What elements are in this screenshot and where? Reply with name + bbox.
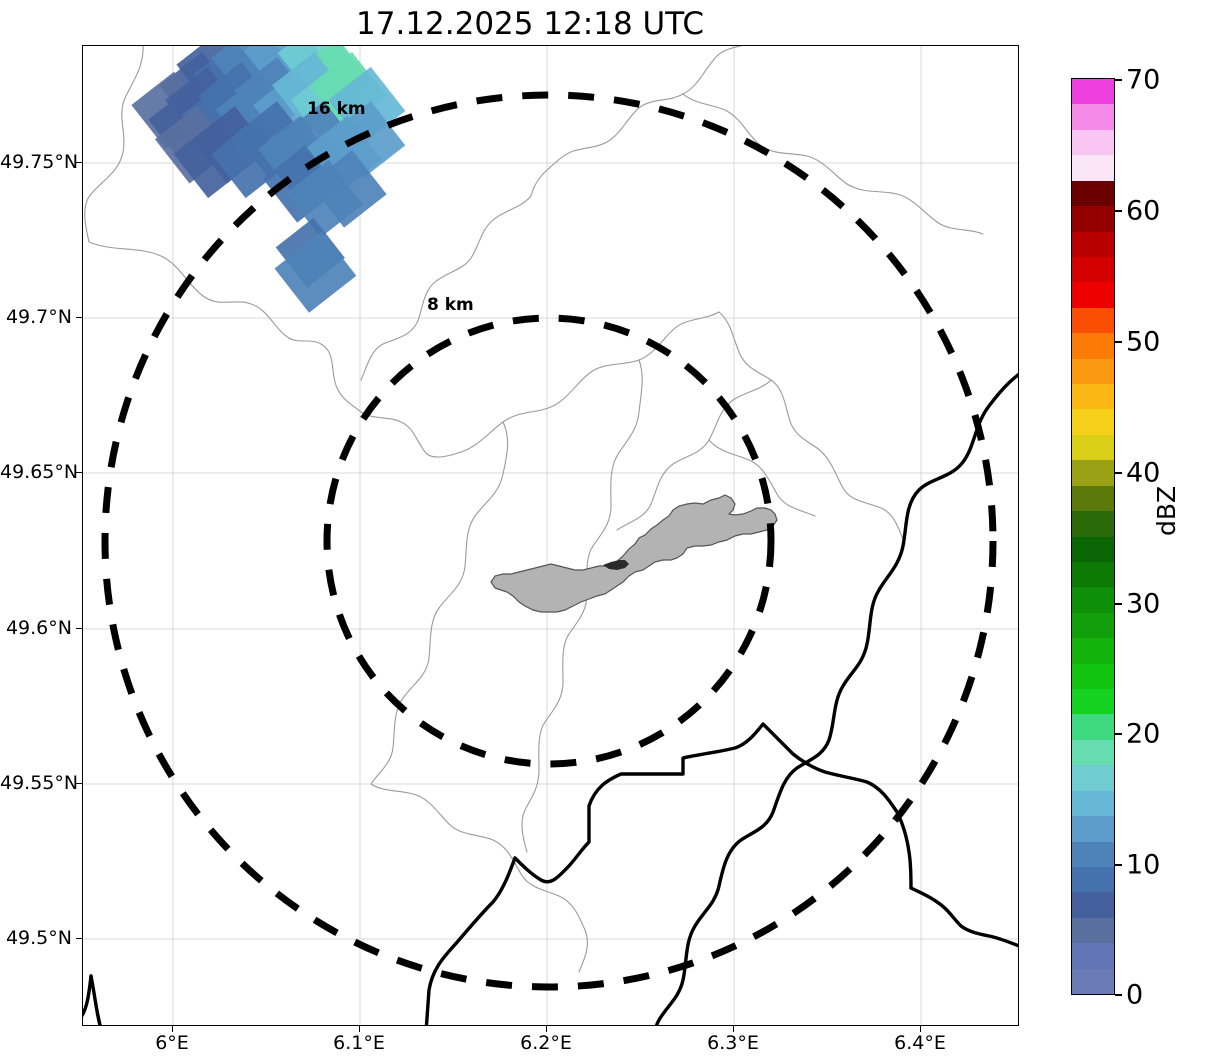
y-tickmark: [76, 783, 82, 785]
x-tick-label-6-4e: 6.4°E: [894, 1032, 946, 1054]
y-tick-label-49-55: 49.55°N: [0, 772, 79, 794]
colorbar-label-0: 0: [1126, 979, 1144, 1011]
x-tick-label-6-2e: 6.2°E: [520, 1032, 572, 1054]
range-rings: [101, 91, 997, 991]
range-ring-8km: [323, 314, 775, 768]
colorbar-label-60: 60: [1126, 195, 1161, 227]
colorbar-axis-label: dBZ: [1152, 485, 1181, 536]
colorbar-band: [1072, 917, 1114, 944]
colorbar-band: [1072, 408, 1114, 435]
x-tickmark: [546, 1026, 548, 1032]
colorbar-label-30: 30: [1126, 588, 1161, 620]
colorbar-label-70: 70: [1126, 64, 1161, 96]
colorbar-band: [1072, 485, 1114, 512]
colorbar-band: [1072, 154, 1114, 181]
colorbar-band: [1072, 129, 1114, 156]
colorbar-band: [1072, 535, 1114, 562]
colorbar-band: [1072, 586, 1114, 613]
colorbar-band: [1072, 230, 1114, 257]
y-tickmark: [76, 317, 82, 319]
y-tick-label-49-6: 49.6°N: [5, 617, 72, 639]
colorbar-band: [1072, 764, 1114, 791]
colorbar-band: [1072, 561, 1114, 588]
page-title: 17.12.2025 12:18 UTC: [356, 6, 704, 42]
map-plot-area[interactable]: [82, 45, 1019, 1026]
radar-echo-layer: [131, 46, 406, 313]
range-ring-16km: [101, 91, 997, 991]
colorbar-band: [1072, 307, 1114, 334]
colorbar-band: [1072, 891, 1114, 918]
colorbar-tickmark: [1115, 994, 1122, 996]
colorbar-band: [1072, 205, 1114, 232]
colorbar-band: [1072, 713, 1114, 740]
y-tick-label-49-7: 49.7°N: [5, 306, 72, 328]
colorbar-band: [1072, 967, 1114, 994]
colorbar[interactable]: [1071, 78, 1115, 995]
range-ring-label-16km: 16 km: [307, 99, 366, 119]
colorbar-band: [1072, 79, 1114, 105]
colorbar-band: [1072, 459, 1114, 486]
colorbar-label-40: 40: [1126, 457, 1161, 489]
colorbar-tickmark: [1115, 733, 1122, 735]
colorbar-tickmark: [1115, 79, 1122, 81]
colorbar-band: [1072, 942, 1114, 969]
colorbar-tickmark: [1115, 341, 1122, 343]
colorbar-band: [1072, 662, 1114, 689]
x-tickmark: [920, 1026, 922, 1032]
x-tickmark: [733, 1026, 735, 1032]
colorbar-band: [1072, 739, 1114, 766]
colorbar-tickmark: [1115, 210, 1122, 212]
y-tick-label-49-65: 49.65°N: [0, 461, 79, 483]
colorbar-band: [1072, 357, 1114, 384]
colorbar-band: [1072, 637, 1114, 664]
range-ring-label-8km: 8 km: [427, 295, 474, 315]
y-tick-label-49-75: 49.75°N: [0, 151, 79, 173]
colorbar-band: [1072, 281, 1114, 308]
x-tick-label-6-3e: 6.3°E: [707, 1032, 759, 1054]
colorbar-band: [1072, 256, 1114, 283]
grid-lines: [83, 46, 1018, 1025]
radar-echo-cell: [309, 150, 387, 228]
radar-echo-cell: [328, 101, 406, 179]
colorbar-band: [1072, 434, 1114, 461]
reservoir-polygon: [490, 494, 778, 613]
x-tick-label-6e: 6°E: [155, 1032, 189, 1054]
y-tickmark: [76, 472, 82, 474]
y-tickmark: [76, 162, 82, 164]
colorbar-band: [1072, 103, 1114, 130]
colorbar-band: [1072, 815, 1114, 842]
colorbar-band: [1072, 383, 1114, 410]
y-tick-label-49-5: 49.5°N: [5, 927, 72, 949]
x-tickmark: [172, 1026, 174, 1032]
map-canvas: [83, 46, 1018, 1025]
colorbar-band: [1072, 790, 1114, 817]
colorbar-band: [1072, 510, 1114, 537]
y-tickmark: [76, 938, 82, 940]
colorbar-band: [1072, 332, 1114, 359]
y-tickmark: [76, 628, 82, 630]
x-tickmark: [359, 1026, 361, 1032]
colorbar-label-20: 20: [1126, 718, 1161, 750]
country-borders: [83, 372, 1018, 1025]
colorbar-band: [1072, 612, 1114, 639]
colorbar-band: [1072, 180, 1114, 207]
colorbar-tickmark: [1115, 864, 1122, 866]
colorbar-band: [1072, 688, 1114, 715]
x-tick-label-6-1e: 6.1°E: [333, 1032, 385, 1054]
colorbar-band: [1072, 866, 1114, 893]
radar-echo-cell: [274, 231, 357, 313]
colorbar-band: [1072, 840, 1114, 867]
colorbar-tickmark: [1115, 472, 1122, 474]
colorbar-tickmark: [1115, 603, 1122, 605]
colorbar-label-50: 50: [1126, 326, 1161, 358]
colorbar-label-10: 10: [1126, 849, 1161, 881]
admin-boundaries: [84, 46, 984, 973]
